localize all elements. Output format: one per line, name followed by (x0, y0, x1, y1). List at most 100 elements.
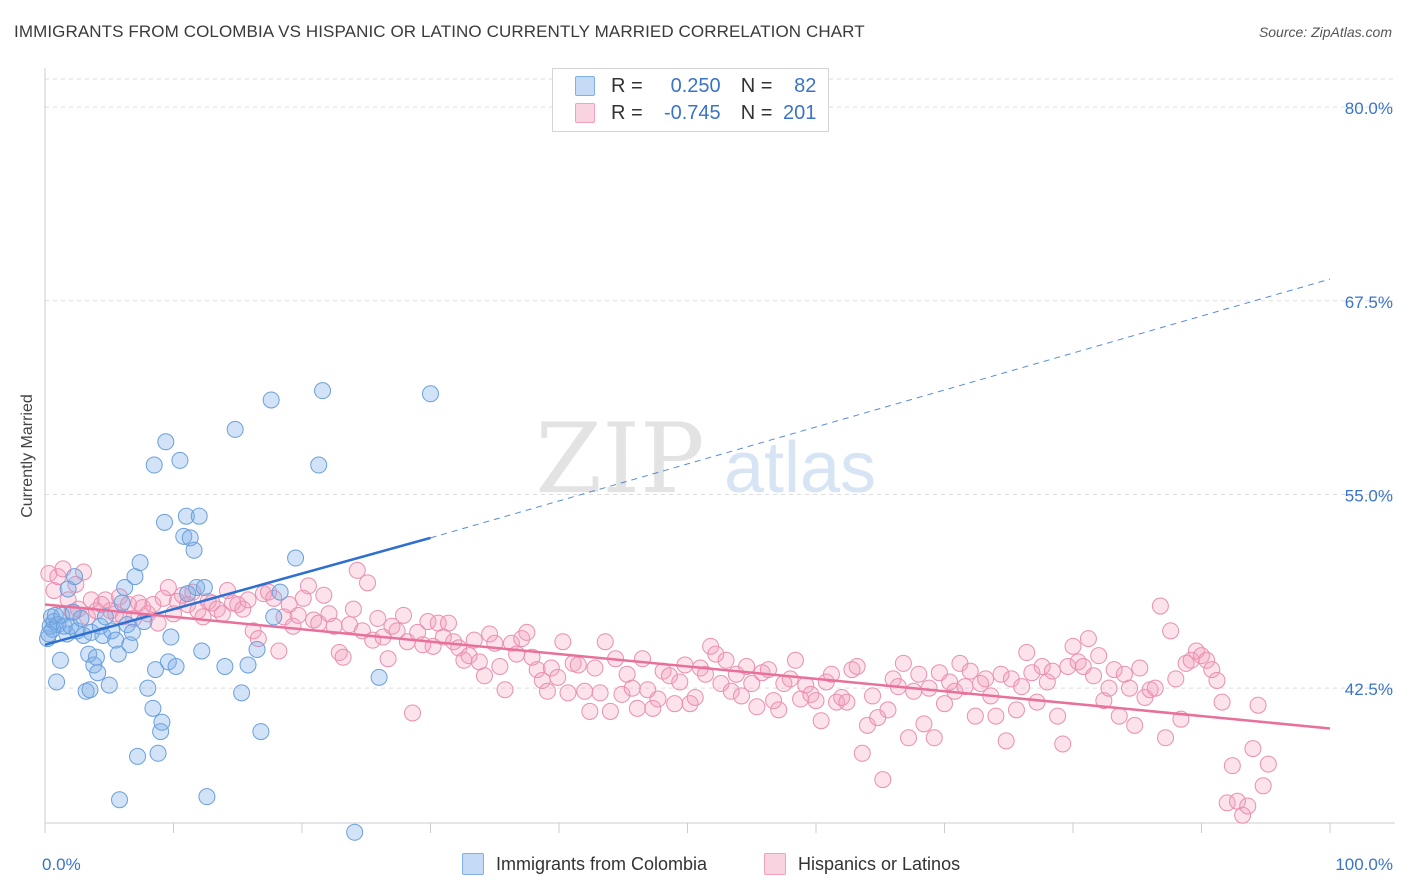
pink-swatch (575, 103, 595, 123)
data-point-pink (1126, 716, 1144, 734)
data-point-blue (310, 456, 328, 474)
data-point-pink (1193, 647, 1210, 665)
data-point-pink (910, 665, 928, 683)
data-point-pink (542, 659, 560, 677)
data-point-pink (722, 682, 740, 700)
data-point-pink (828, 693, 846, 711)
legend-row-pink: R = -0.745 N = 201 (575, 101, 816, 125)
data-point-blue (66, 568, 84, 586)
data-point-pink (1131, 659, 1149, 677)
data-point-pink (460, 647, 478, 665)
x-tick-labels: 0.0% 100.0% (42, 855, 1393, 874)
data-point-pink (696, 665, 714, 683)
data-point-pink (738, 657, 756, 675)
data-point-pink (686, 688, 704, 706)
legend-item-colombia: Immigrants from Colombia (462, 851, 707, 877)
data-point-pink (1259, 755, 1277, 773)
data-point-blue (100, 676, 118, 694)
data-point-blue (185, 541, 203, 559)
data-point-pink (502, 634, 520, 652)
data-point-blue (162, 628, 180, 646)
data-point-pink (864, 687, 882, 705)
y-tick-label: 80.0% (1345, 99, 1393, 118)
data-point-blue (152, 723, 170, 741)
data-point-pink (1254, 777, 1272, 795)
data-point-pink (496, 681, 514, 699)
data-point-pink (229, 596, 247, 614)
data-point-pink (977, 670, 995, 688)
data-point-pink (1151, 597, 1169, 615)
data-point-pink (1177, 654, 1195, 672)
data-point-pink (833, 688, 851, 706)
data-point-pink (1028, 693, 1046, 711)
data-point-pink (1110, 707, 1128, 725)
data-point-pink (1208, 671, 1226, 689)
data-point-pink (404, 704, 422, 722)
data-point-pink (915, 715, 933, 733)
data-point-pink (1105, 661, 1123, 679)
data-point-pink (781, 670, 799, 688)
data-point-pink (596, 633, 614, 651)
data-point-pink (344, 600, 362, 618)
data-point-pink (613, 685, 631, 703)
data-point-pink (208, 600, 226, 618)
data-point-pink (666, 695, 684, 713)
source-label: Source: ZipAtlas.com (1258, 24, 1392, 40)
data-point-pink (518, 623, 536, 641)
data-point-pink (1064, 637, 1082, 655)
correlation-legend: R = 0.250 N = 82 R = -0.745 N = 201 (552, 68, 829, 132)
data-point-pink (569, 656, 587, 674)
data-point-blue (111, 791, 129, 809)
data-point-blue (96, 608, 114, 626)
data-point-pink (315, 586, 333, 604)
data-point-blue (147, 661, 165, 679)
data-point-pink (379, 650, 397, 668)
trend-lines (44, 278, 1331, 730)
data-point-pink (1090, 647, 1108, 665)
legend-item-hispanic: Hispanics or Latinos (764, 851, 960, 877)
data-point-pink (1162, 622, 1180, 640)
data-point-pink (644, 699, 662, 717)
data-point-pink (925, 729, 943, 747)
data-point-blue (153, 713, 171, 731)
data-point-pink (159, 578, 177, 596)
data-point-pink (348, 561, 366, 579)
data-point-blue (190, 507, 208, 525)
data-point-blue (314, 382, 332, 400)
data-point-pink (1018, 644, 1036, 662)
data-point-blue (87, 648, 105, 666)
data-point-pink (581, 702, 599, 720)
data-point-blue (175, 527, 193, 545)
data-point-pink (395, 606, 413, 624)
legend-row-blue: R = 0.250 N = 82 (575, 74, 816, 98)
data-point-pink (732, 687, 750, 705)
data-point-pink (1023, 664, 1041, 682)
data-point-blue (239, 656, 257, 674)
data-point-blue (139, 679, 157, 697)
trend-line-blue-projection (430, 278, 1331, 539)
data-point-pink (475, 667, 493, 685)
data-point-pink (743, 675, 761, 693)
data-point-pink (853, 744, 871, 762)
colombia-swatch (462, 853, 484, 875)
data-point-pink (807, 692, 825, 710)
trend-line-pink (44, 603, 1331, 730)
data-point-pink (707, 645, 725, 663)
legend-label-hispanic: Hispanics or Latinos (798, 853, 961, 874)
data-point-pink (936, 695, 953, 713)
data-point-blue (271, 583, 289, 601)
data-point-pink (1244, 740, 1262, 758)
data-point-pink (894, 654, 912, 672)
data-point-pink (992, 665, 1010, 683)
data-point-pink (299, 577, 317, 595)
data-point-blue (113, 594, 131, 612)
data-point-pink (1234, 806, 1252, 824)
n-value-pink: 201 (783, 101, 817, 124)
data-point-pink (661, 667, 679, 685)
data-point-pink (1213, 693, 1231, 711)
trend-line-blue (44, 536, 431, 647)
data-point-pink (481, 625, 499, 643)
data-point-pink (491, 657, 509, 675)
data-point-pink (1085, 667, 1103, 685)
data-point-blue (40, 625, 58, 643)
